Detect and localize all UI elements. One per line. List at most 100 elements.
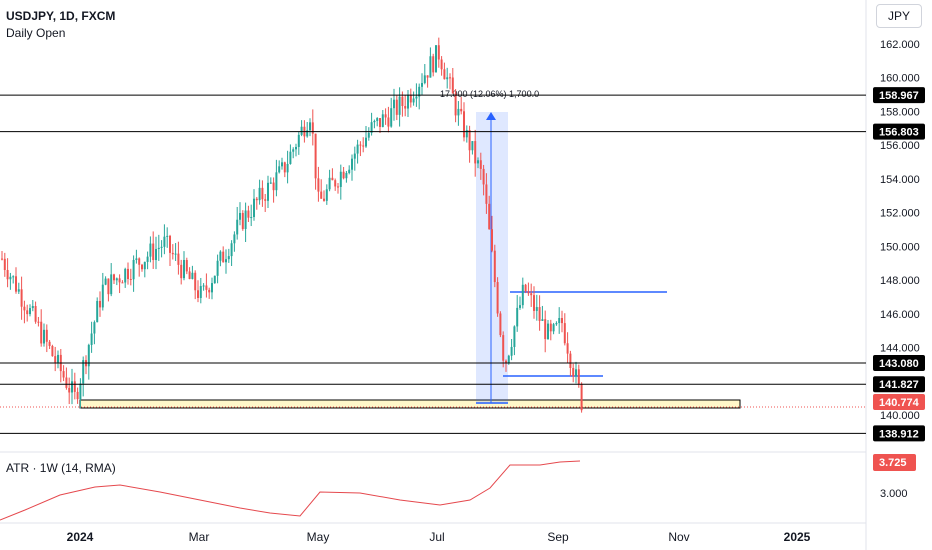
- price-tick-label: 160.000: [880, 73, 920, 85]
- measure-label-bg: [436, 86, 546, 101]
- atr-indicator-label[interactable]: ATR · 1W (14, RMA): [6, 461, 116, 475]
- candle-body: [143, 261, 146, 270]
- candle-body: [96, 300, 99, 323]
- candle-body: [527, 291, 530, 294]
- candle-body: [577, 369, 580, 384]
- candle-body: [306, 130, 309, 137]
- candle-body: [6, 270, 9, 280]
- price-tick-label: 154.000: [880, 174, 920, 186]
- candle-body: [482, 168, 485, 185]
- candle-body: [230, 243, 233, 257]
- candle-body: [169, 235, 171, 253]
- candle-body: [474, 141, 477, 164]
- candle-body: [239, 212, 241, 220]
- level-label-bg: [873, 123, 925, 140]
- candle-body: [356, 144, 359, 154]
- candle-body: [337, 186, 339, 188]
- candle-body: [48, 341, 51, 346]
- candle-body: [331, 177, 334, 181]
- candle-body: [510, 346, 513, 356]
- indicator-label[interactable]: Daily Open: [6, 26, 66, 40]
- candle-body: [317, 178, 320, 192]
- candle-body: [544, 319, 547, 340]
- price-axis[interactable]: 162.000 160.000 158.000 156.000 154.000 152.0…: [880, 39, 920, 422]
- candle-body: [373, 120, 376, 123]
- level-label-bg: [873, 355, 925, 372]
- candle-body: [31, 306, 34, 309]
- candle-body: [390, 108, 393, 127]
- price-tick-label: 146.000: [880, 309, 920, 321]
- candle-body: [460, 108, 463, 112]
- candle-body: [188, 271, 191, 279]
- candle-body: [180, 264, 183, 279]
- price-tick-label: 158.000: [880, 106, 920, 118]
- candle-body: [171, 252, 174, 255]
- currency-button[interactable]: JPY: [876, 4, 922, 28]
- candle-body: [115, 278, 118, 281]
- candle-body: [339, 171, 342, 187]
- candle-body: [12, 276, 15, 278]
- candle-body: [415, 96, 418, 99]
- horizontal-levels: [0, 94, 866, 434]
- candle-body: [493, 250, 496, 283]
- candle-body: [412, 98, 415, 103]
- candle-body: [261, 187, 264, 200]
- candle-body: [99, 300, 101, 308]
- candle-body: [191, 272, 194, 279]
- candle-body: [370, 122, 373, 133]
- candle-body: [463, 111, 465, 138]
- candle-body: [225, 259, 227, 263]
- level-label-bg: [873, 87, 925, 104]
- candle-body: [393, 99, 395, 109]
- candle-body: [404, 106, 407, 109]
- candle-body: [437, 45, 440, 60]
- candle-body: [561, 318, 563, 324]
- candle-body: [409, 94, 412, 103]
- atr-current-label-bg: [873, 454, 916, 471]
- candle-body: [295, 146, 297, 150]
- candle-body: [1, 258, 3, 260]
- time-tick-label: 2025: [784, 530, 811, 544]
- candle-body: [432, 56, 435, 73]
- support-zone[interactable]: [79, 399, 741, 409]
- candle-body: [488, 203, 491, 230]
- candle-body: [547, 323, 549, 340]
- candle-body: [202, 285, 205, 287]
- candle-body: [90, 333, 93, 345]
- candle-body: [323, 198, 325, 201]
- candle-body: [566, 343, 569, 354]
- candle-body: [157, 247, 160, 250]
- candle-body: [502, 335, 505, 361]
- candle-body: [37, 321, 40, 323]
- price-tick-label: 162.000: [880, 39, 920, 51]
- time-axis[interactable]: 2024 Mar May Jul Sep Nov 2025: [67, 530, 811, 544]
- candle-body: [241, 212, 244, 229]
- candle-body: [253, 198, 255, 218]
- candle-body: [575, 369, 577, 377]
- candle-body: [387, 117, 390, 127]
- candle-body: [244, 210, 247, 229]
- candle-body: [555, 323, 558, 325]
- candle-body: [479, 160, 482, 169]
- candle-body: [395, 99, 398, 115]
- candle-body: [17, 289, 20, 292]
- candle-body: [538, 307, 541, 321]
- candle-body: [569, 353, 572, 368]
- candle-body: [222, 251, 225, 263]
- candle-body: [43, 329, 45, 344]
- candle-body: [443, 69, 446, 80]
- candle-body: [185, 259, 188, 272]
- candle-body: [281, 162, 283, 167]
- time-tick-label: Mar: [189, 530, 210, 544]
- candle-body: [54, 356, 57, 363]
- candle-body: [345, 172, 348, 179]
- candle-body: [401, 96, 404, 107]
- candle-body: [177, 253, 180, 265]
- candle-body: [342, 171, 345, 179]
- candle-body: [166, 235, 169, 237]
- candle-body: [541, 319, 544, 321]
- symbol-title[interactable]: USDJPY, 1D, FXCM: [6, 9, 116, 23]
- candle-body: [146, 256, 149, 262]
- atr-tick-label: 3.000: [880, 488, 908, 500]
